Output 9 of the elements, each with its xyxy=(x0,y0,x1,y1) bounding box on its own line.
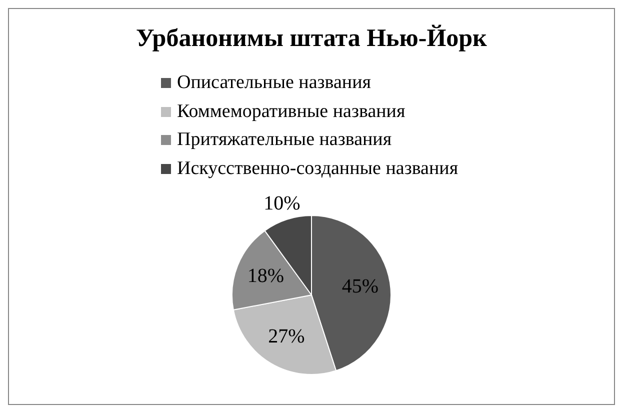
legend-label: Коммеморативные названия xyxy=(177,100,406,123)
data-label: 27% xyxy=(268,326,305,348)
data-label: 10% xyxy=(264,192,300,214)
legend-label: Описательные названия xyxy=(177,72,371,94)
data-label: 45% xyxy=(342,276,379,298)
legend-label: Притяжательные названия xyxy=(177,129,392,152)
legend-label: Искусственно-созданные названия xyxy=(177,158,458,180)
chart-title: Урбанонимы штата Нью-Йорк xyxy=(135,25,488,53)
data-label: 18% xyxy=(247,265,284,288)
